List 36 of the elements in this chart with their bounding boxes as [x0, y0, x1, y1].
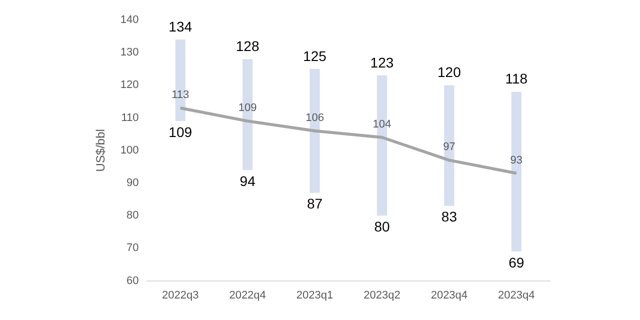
- y-axis-title: US$/bbl: [94, 129, 108, 172]
- x-tick-label: 2022q3: [162, 289, 199, 302]
- data-label: 113: [172, 89, 190, 102]
- x-tick-label: 2023q2: [364, 289, 400, 302]
- x-tick-label: 2023q4: [430, 289, 468, 302]
- data-label: 109: [238, 102, 257, 114]
- y-tick-label: 60: [126, 274, 139, 287]
- data-label: 106: [306, 112, 324, 124]
- y-tick-label: 110: [121, 112, 139, 124]
- annotation: 118: [505, 70, 528, 87]
- x-tick-label: 2023q4: [498, 289, 535, 302]
- bar: [444, 85, 454, 206]
- y-tick-label: 70: [126, 242, 139, 254]
- annotation: 128: [236, 38, 260, 54]
- bar: [511, 92, 522, 252]
- y-tick-label: 120: [120, 79, 139, 92]
- annotation: 109: [168, 124, 192, 140]
- y-tick-label: 90: [126, 177, 139, 190]
- data-label: 93: [510, 154, 523, 166]
- annotation: 120: [438, 64, 462, 80]
- annotation: 123: [370, 54, 394, 70]
- y-tick-label: 80: [126, 210, 139, 222]
- y-tick-label: 100: [120, 144, 139, 156]
- annotation: 94: [240, 172, 256, 189]
- x-tick-label: 2023q1: [296, 289, 334, 302]
- annotation: 87: [306, 196, 323, 212]
- annotation: 80: [374, 218, 390, 234]
- annotation: 83: [441, 208, 458, 225]
- x-tick-label: 2022q4: [229, 289, 266, 302]
- annotation: 125: [303, 48, 327, 64]
- y-tick-label: 140: [120, 14, 139, 26]
- annotation: 69: [508, 254, 524, 270]
- data-label: 104: [372, 118, 392, 130]
- annotation: 134: [168, 18, 192, 34]
- data-label: 97: [443, 141, 456, 154]
- y-tick-label: 130: [120, 46, 139, 59]
